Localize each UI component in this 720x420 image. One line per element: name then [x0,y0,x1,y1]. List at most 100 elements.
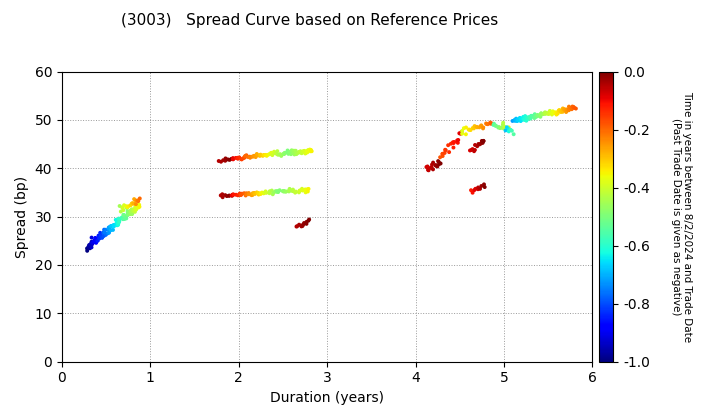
Point [127,200,139,207]
Point [128,196,140,202]
Point [516,115,527,122]
Point [301,220,312,227]
Point [108,222,120,229]
Point [488,121,500,127]
Point [105,223,117,229]
Point [228,156,239,163]
Point [213,158,225,164]
Point [239,154,251,161]
Point [86,241,97,248]
Point [127,211,138,218]
Point [302,188,314,195]
Point [467,189,478,196]
Point [503,128,515,135]
Point [240,191,252,198]
Point [557,108,569,115]
Point [514,115,526,121]
Point [129,206,140,213]
Point [475,122,487,129]
Point [264,190,275,197]
Point [107,223,119,229]
Point [234,192,246,198]
Point [563,107,575,113]
Point [566,106,577,113]
Point [269,148,280,155]
Point [270,188,282,194]
Point [111,219,122,226]
Point [529,111,541,118]
Point [439,150,451,156]
Point [503,126,515,133]
Point [230,192,242,198]
Point [273,188,284,195]
Point [474,124,485,131]
Point [253,189,264,196]
Point [449,139,460,145]
Point [251,151,263,158]
Point [499,123,510,130]
Point [523,116,534,122]
Point [480,120,492,127]
Point [131,203,143,210]
Point [532,113,544,119]
Point [103,227,114,234]
Point [510,118,521,124]
Point [497,121,508,128]
Point [122,208,133,215]
Point [290,147,302,154]
Point [118,202,130,209]
Point [301,148,312,155]
Point [539,110,551,117]
Point [94,235,105,242]
Point [546,110,558,117]
Point [238,190,250,197]
Point [541,110,552,116]
Point [228,155,239,161]
Point [304,146,315,153]
Point [118,212,130,218]
Point [125,211,136,218]
Point [130,197,142,204]
Point [440,147,451,154]
Point [297,186,308,193]
Point [84,242,95,249]
Point [287,150,299,156]
Point [255,191,266,197]
Point [525,113,536,120]
Point [108,223,120,230]
Point [125,202,136,209]
Point [278,150,289,157]
Point [91,237,103,244]
Point [291,151,302,158]
Point [287,186,299,193]
Point [502,126,513,133]
Point [476,183,487,189]
Point [518,116,529,122]
Point [118,215,130,222]
Point [294,148,306,155]
Point [448,140,459,147]
Point [542,110,554,117]
Point [294,187,305,194]
Point [434,154,446,160]
Point [477,137,489,144]
Point [240,190,252,197]
Point [437,153,449,160]
Point [126,200,138,207]
Point [274,187,285,194]
Point [563,103,575,110]
Point [460,124,472,131]
Point [123,211,135,218]
Point [258,189,270,196]
Point [531,113,542,120]
Point [240,192,251,199]
Point [224,157,235,163]
Point [240,152,251,159]
Point [420,164,432,171]
Point [230,155,241,161]
Point [451,137,463,144]
Point [260,188,271,195]
Point [239,153,251,160]
Point [113,216,125,223]
Point [99,231,111,238]
